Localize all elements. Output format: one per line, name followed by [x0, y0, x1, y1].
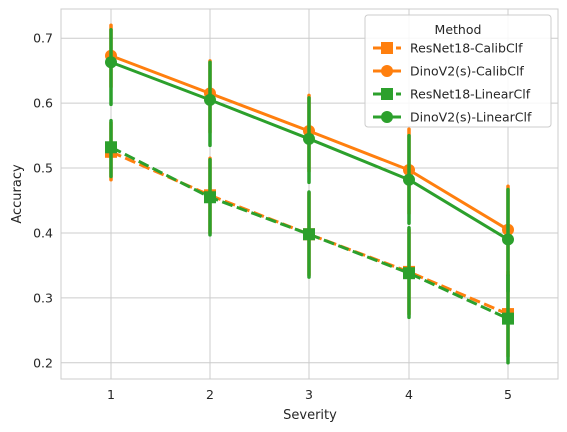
legend-entry: ResNet18-CalibClf [373, 41, 523, 56]
data-point [204, 93, 216, 106]
data-point [502, 312, 514, 325]
series-line [110, 145, 509, 320]
x-tick-label: 2 [206, 387, 214, 402]
series-layer [105, 23, 514, 365]
data-point [303, 132, 315, 145]
data-point [204, 191, 216, 204]
y-tick-label: 0.7 [33, 31, 53, 46]
legend-label: ResNet18-CalibClf [410, 41, 523, 56]
legend-marker [381, 42, 393, 54]
data-point [105, 141, 117, 154]
data-point [403, 173, 415, 186]
series-line [110, 150, 509, 316]
x-tick-label: 1 [107, 387, 115, 402]
legend-label: ResNet18-LinearClf [410, 87, 531, 102]
x-tick-label: 4 [405, 387, 413, 402]
legend: Method ResNet18-CalibClf DinoV2(s)-CalibC… [364, 14, 552, 128]
legend-label: DinoV2(s)-LinearClf [410, 110, 532, 125]
data-point [403, 267, 415, 280]
data-point [105, 56, 117, 69]
x-tick-labels: 1 2 3 4 5 [107, 387, 512, 402]
y-tick-label: 0.2 [33, 355, 53, 370]
y-tick-label: 0.5 [33, 161, 53, 176]
data-point [502, 233, 514, 246]
y-tick-labels: 0.2 0.3 0.4 0.5 0.6 0.7 [33, 31, 53, 371]
legend-marker [381, 88, 393, 100]
legend-marker [381, 65, 393, 77]
legend-box [364, 14, 552, 128]
series-dinov2-s-linearclf [105, 28, 514, 294]
legend-label: DinoV2(s)-CalibClf [410, 64, 524, 79]
x-tick-label: 5 [504, 387, 512, 402]
legend-entry: DinoV2(s)-CalibClf [373, 64, 524, 79]
legend-entry: ResNet18-LinearClf [373, 87, 531, 102]
y-tick-label: 0.6 [33, 96, 53, 111]
x-axis-label: Severity [283, 408, 337, 423]
series-resnet18-linearclf [105, 118, 514, 365]
legend-title: Method [435, 22, 482, 37]
y-axis-label: Accuracy [10, 164, 25, 224]
y-tick-label: 0.4 [33, 225, 53, 240]
y-tick-label: 0.3 [33, 290, 53, 305]
legend-marker [381, 111, 393, 123]
legend-entry: DinoV2(s)-LinearClf [373, 110, 532, 125]
x-tick-label: 3 [305, 387, 313, 402]
data-point [303, 228, 315, 241]
